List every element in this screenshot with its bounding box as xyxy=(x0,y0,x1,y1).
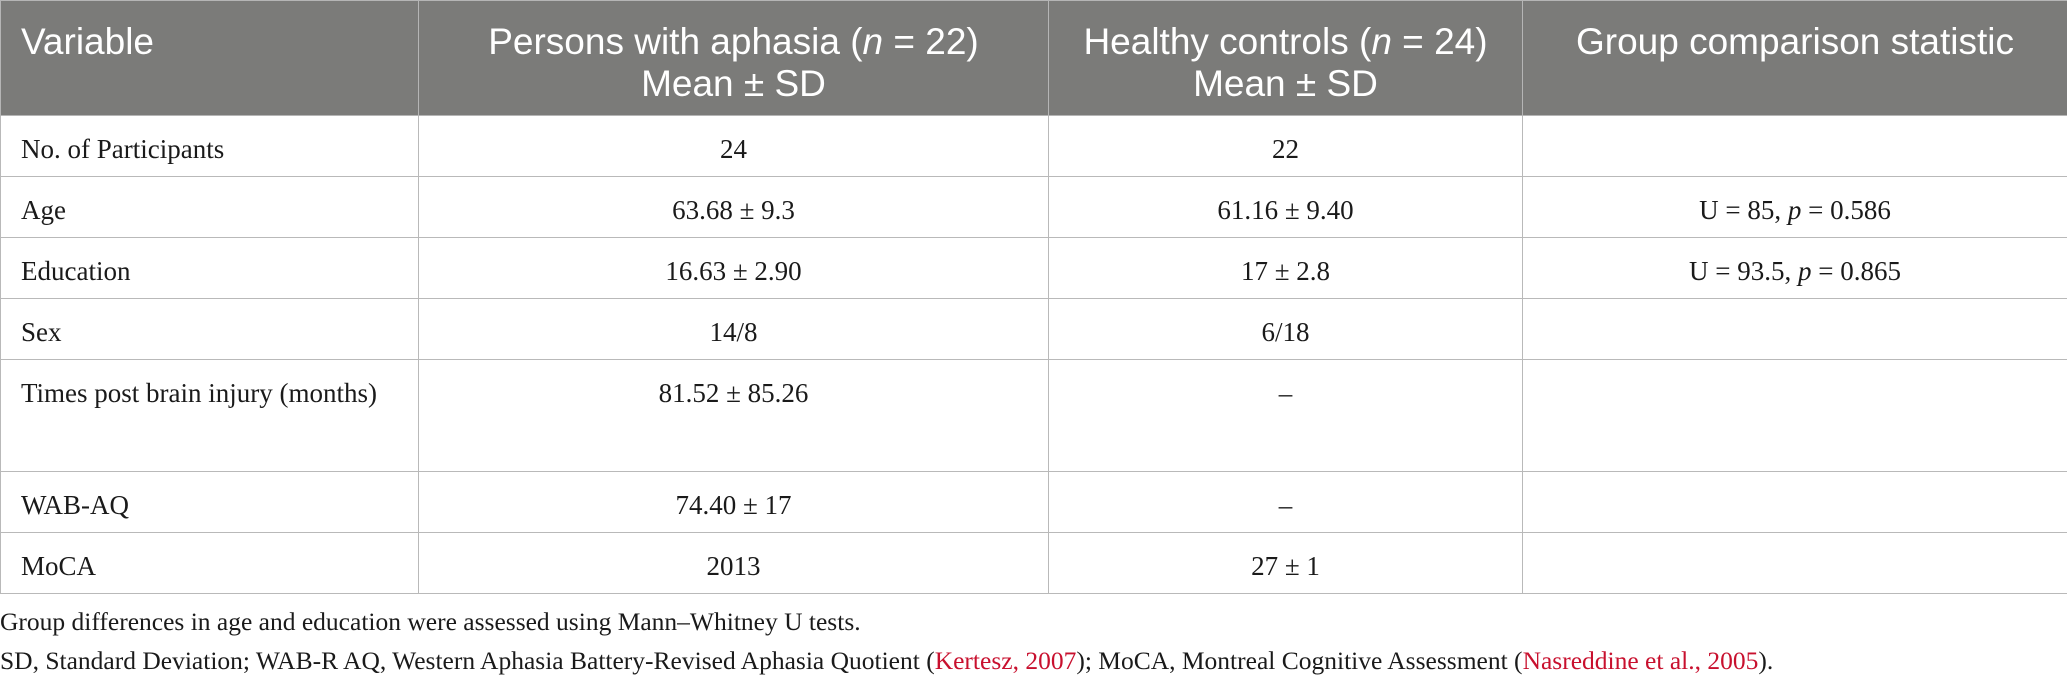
cell-hc: 27 ± 1 xyxy=(1048,532,1523,594)
cell-stat xyxy=(1522,115,2067,177)
cell-stat xyxy=(1522,359,2067,472)
cell-pwa: 81.52 ± 85.26 xyxy=(418,359,1049,472)
cell-stat: U = 85, p = 0.586 xyxy=(1522,176,2067,238)
participant-characteristics-table: Variable Persons with aphasia (n = 22) M… xyxy=(0,0,2067,594)
cell-stat xyxy=(1522,298,2067,360)
cell-pwa: 24 xyxy=(418,115,1049,177)
cell-variable: Age xyxy=(0,176,419,238)
cell-pwa: 14/8 xyxy=(418,298,1049,360)
header-healthy-controls: Healthy controls (n = 24) Mean ± SD xyxy=(1048,0,1523,116)
cell-hc: – xyxy=(1048,359,1523,472)
header-variable: Variable xyxy=(0,0,419,116)
reference-link-nasreddine[interactable]: Nasreddine et al., 2005 xyxy=(1522,646,1759,675)
cell-stat xyxy=(1522,532,2067,594)
cell-variable: Sex xyxy=(0,298,419,360)
table-row: Age 63.68 ± 9.3 61.16 ± 9.40 U = 85, p =… xyxy=(0,176,2067,238)
header-hc-line1: Healthy controls (n = 24) xyxy=(1083,21,1488,62)
header-pwa-line1: Persons with aphasia (n = 22) xyxy=(488,21,979,62)
cell-pwa: 2013 xyxy=(418,532,1049,594)
table-row: Times post brain injury (months) 81.52 ±… xyxy=(0,359,2067,472)
cell-hc: 22 xyxy=(1048,115,1523,177)
reference-link-kertesz[interactable]: Kertesz, 2007 xyxy=(934,646,1077,675)
cell-variable: No. of Participants xyxy=(0,115,419,177)
cell-pwa: 16.63 ± 2.90 xyxy=(418,237,1049,299)
footnote-line-1: Group differences in age and education w… xyxy=(0,607,861,636)
cell-variable: WAB-AQ xyxy=(0,471,419,533)
table-row: Sex 14/8 6/18 xyxy=(0,298,2067,360)
cell-stat xyxy=(1522,471,2067,533)
table-row: No. of Participants 24 22 xyxy=(0,115,2067,177)
header-hc-line2: Mean ± SD xyxy=(1193,63,1378,104)
table-row: Education 16.63 ± 2.90 17 ± 2.8 U = 93.5… xyxy=(0,237,2067,299)
table-footnotes: Group differences in age and education w… xyxy=(0,602,2060,680)
table-row: WAB-AQ 74.40 ± 17 – xyxy=(0,471,2067,533)
cell-pwa: 74.40 ± 17 xyxy=(418,471,1049,533)
header-group-comparison: Group comparison statistic xyxy=(1522,0,2067,116)
cell-hc: 17 ± 2.8 xyxy=(1048,237,1523,299)
cell-variable: MoCA xyxy=(0,532,419,594)
footnote-line-2: SD, Standard Deviation; WAB-R AQ, Wester… xyxy=(0,646,1774,675)
cell-hc: 61.16 ± 9.40 xyxy=(1048,176,1523,238)
cell-stat: U = 93.5, p = 0.865 xyxy=(1522,237,2067,299)
cell-variable: Times post brain injury (months) xyxy=(0,359,419,472)
table-row: MoCA 2013 27 ± 1 xyxy=(0,532,2067,594)
header-persons-with-aphasia: Persons with aphasia (n = 22) Mean ± SD xyxy=(418,0,1049,116)
cell-hc: 6/18 xyxy=(1048,298,1523,360)
cell-pwa: 63.68 ± 9.3 xyxy=(418,176,1049,238)
table-header-row: Variable Persons with aphasia (n = 22) M… xyxy=(0,0,2067,116)
cell-variable: Education xyxy=(0,237,419,299)
header-pwa-line2: Mean ± SD xyxy=(641,63,826,104)
cell-hc: – xyxy=(1048,471,1523,533)
